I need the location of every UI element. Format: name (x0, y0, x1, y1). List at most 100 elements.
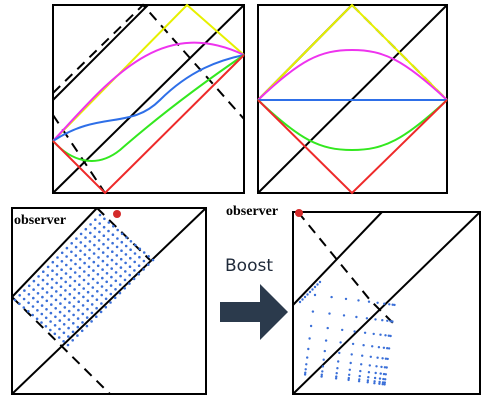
grid-dot (123, 278, 127, 282)
grid-dot (50, 303, 53, 306)
grid-dot (50, 294, 53, 298)
grid-dot (313, 285, 317, 289)
grid-dot (379, 372, 382, 375)
grid-dot (69, 267, 73, 271)
boundary-line-right (52, 4, 245, 194)
grid-dot (32, 296, 35, 300)
grid-dot (36, 309, 39, 312)
grid-dot (71, 339, 74, 342)
grid-dot (41, 278, 45, 282)
grid-dot (45, 308, 48, 311)
grid-dot (362, 344, 365, 347)
grid-dot (367, 376, 370, 379)
grid-dot (96, 290, 99, 293)
grid-dot (389, 334, 392, 338)
grid-dot (142, 259, 146, 263)
grid-dot (81, 321, 84, 324)
grid-dot (307, 347, 310, 351)
grid-dot (102, 234, 106, 237)
red-curve (52, 54, 245, 195)
grid-dot (379, 333, 382, 336)
grid-dot (92, 269, 95, 272)
grid-dot (374, 318, 377, 321)
grid-dot (96, 281, 99, 285)
grid-dot (78, 275, 81, 278)
grid-dot (23, 289, 26, 292)
grid-dot (120, 232, 124, 236)
grid-dot (320, 373, 323, 376)
grid-dot (74, 254, 78, 257)
grid-dot (40, 321, 43, 324)
grid-dot (106, 263, 109, 267)
grid-dot (68, 292, 72, 296)
grid-dot (298, 300, 302, 304)
grid-dot (107, 221, 111, 224)
grid-dot (65, 246, 69, 250)
grid-dot (13, 298, 17, 302)
grid-dot (67, 326, 70, 330)
grid-dot (388, 303, 391, 306)
dot-grid-region (13, 213, 155, 347)
grid-dot (55, 290, 58, 293)
grid-dot (64, 272, 68, 275)
grid-dot (124, 261, 127, 265)
grid-dot (54, 307, 57, 310)
grid-dot (357, 299, 360, 302)
grid-dot (366, 381, 369, 384)
grid-dot (369, 355, 372, 358)
grid-dot (72, 305, 76, 308)
grid-dot (88, 257, 91, 260)
grid-dot (382, 346, 386, 349)
grid-dot (76, 317, 80, 320)
grid-dot (36, 300, 39, 304)
grid-dot (389, 320, 392, 323)
grid-dot (116, 237, 119, 240)
grid-dot (62, 340, 65, 343)
grid-dot (311, 310, 315, 313)
grid-dot (378, 380, 381, 384)
grid-dot (124, 244, 128, 248)
grid-dot (80, 329, 84, 333)
grid-dot (101, 268, 104, 271)
grid-dot (87, 274, 90, 277)
grid-dot (335, 375, 338, 378)
grid-dot (78, 266, 82, 270)
grid-dot (79, 232, 83, 236)
grid-dot (383, 302, 386, 305)
grid-dot (358, 374, 361, 378)
grid-dot (349, 361, 352, 365)
grid-dot (142, 268, 145, 271)
grid-dot (103, 217, 106, 221)
dashed-region-boundary-lower (11, 296, 111, 395)
grid-dot (91, 286, 95, 289)
grid-dot (137, 264, 141, 268)
grid-dot (93, 235, 96, 238)
grid-dot (27, 301, 30, 305)
yellow-curve (52, 3, 245, 142)
grid-dot (100, 285, 104, 288)
grid-dot (119, 266, 123, 269)
grid-dot (123, 287, 126, 290)
grid-dot (55, 273, 59, 276)
grid-dot (368, 364, 371, 367)
grid-dot (102, 225, 106, 229)
grid-dot (88, 240, 92, 243)
grid-dot (114, 288, 117, 291)
grid-dot (348, 373, 351, 376)
grid-dot (101, 259, 105, 263)
observer-label-right: observer (226, 204, 279, 219)
grid-dot (373, 380, 376, 383)
grid-dot (381, 319, 384, 322)
grid-dot (115, 262, 118, 266)
grid-dot (303, 295, 307, 299)
grid-dot (27, 310, 30, 313)
grid-dot (83, 253, 87, 256)
grid-dot (110, 267, 113, 270)
grid-dot (50, 277, 54, 281)
grid-dot (83, 270, 86, 273)
grid-dot (147, 254, 150, 258)
grid-dot (95, 306, 98, 310)
grid-dot (313, 293, 317, 297)
grid-dot (304, 371, 307, 374)
